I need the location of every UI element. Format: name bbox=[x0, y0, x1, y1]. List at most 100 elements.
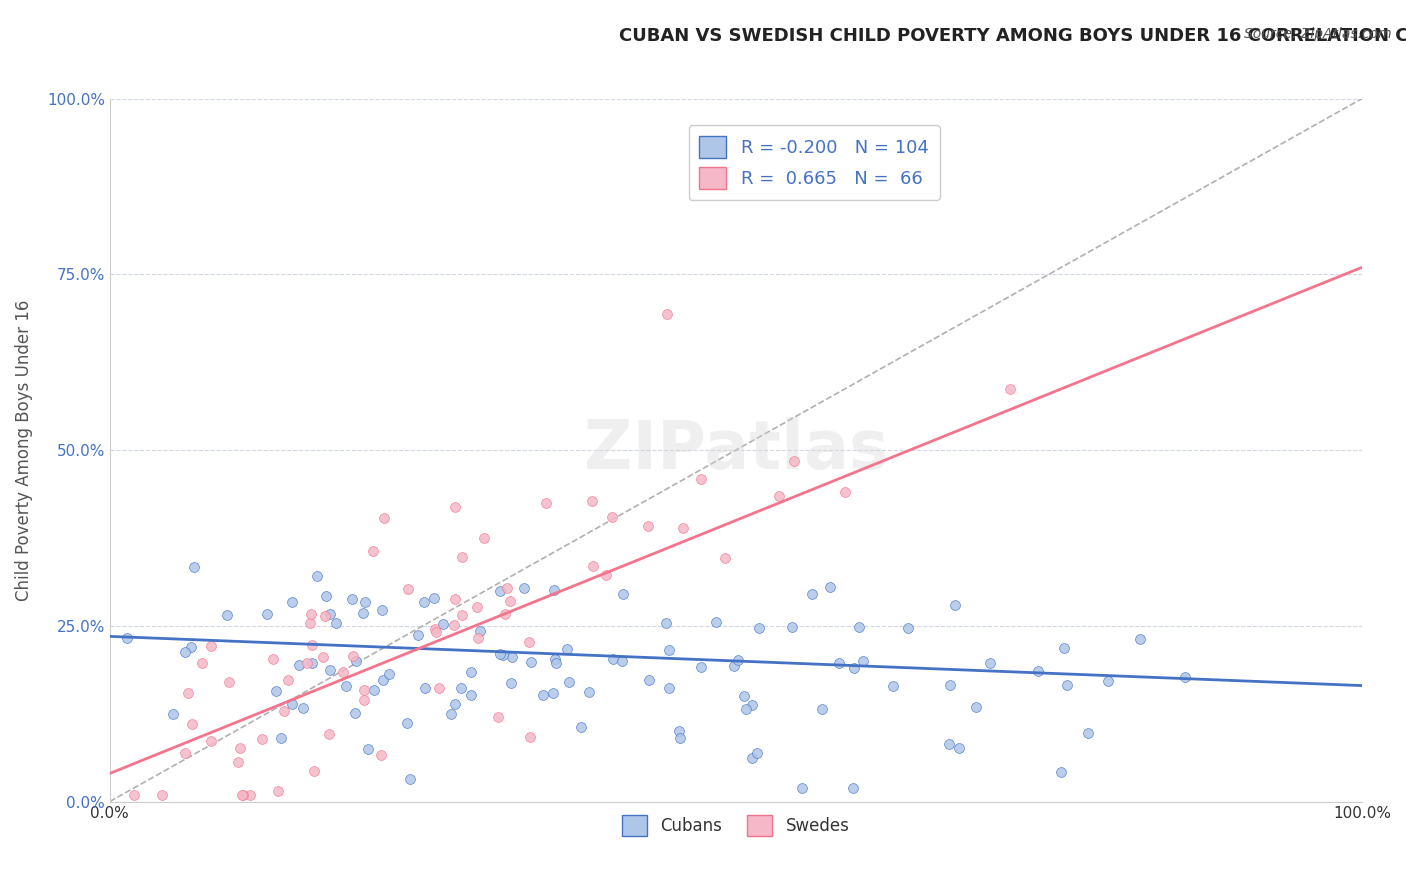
Point bbox=[342, 648, 364, 663]
Point bbox=[353, 693, 375, 707]
Point bbox=[256, 607, 278, 622]
Point bbox=[319, 607, 342, 621]
Point bbox=[173, 645, 195, 659]
Point bbox=[534, 496, 557, 510]
Point bbox=[602, 652, 624, 666]
Point bbox=[422, 591, 444, 605]
Point bbox=[658, 643, 681, 657]
Point bbox=[373, 511, 395, 525]
Point bbox=[723, 659, 745, 673]
Point bbox=[406, 628, 429, 642]
Point bbox=[307, 569, 329, 583]
Point bbox=[443, 500, 465, 514]
Point bbox=[655, 615, 678, 630]
Point bbox=[357, 742, 380, 756]
Point bbox=[668, 724, 690, 739]
Point bbox=[734, 701, 756, 715]
Point bbox=[741, 751, 763, 765]
Point bbox=[298, 615, 321, 630]
Point bbox=[444, 591, 467, 606]
Point bbox=[470, 624, 492, 639]
Point bbox=[558, 675, 581, 690]
Point bbox=[1056, 678, 1078, 692]
Legend: Cubans, Swedes: Cubans, Swedes bbox=[616, 809, 856, 842]
Point bbox=[748, 621, 770, 635]
Point bbox=[460, 665, 482, 679]
Point bbox=[520, 655, 543, 669]
Point bbox=[792, 780, 814, 795]
Point bbox=[371, 673, 394, 687]
Point bbox=[181, 717, 204, 731]
Point bbox=[998, 382, 1021, 396]
Point bbox=[841, 780, 863, 795]
Point bbox=[335, 679, 357, 693]
Point bbox=[423, 622, 446, 636]
Point bbox=[231, 788, 253, 802]
Point bbox=[425, 625, 447, 640]
Point bbox=[704, 615, 727, 630]
Text: Source: ZipAtlas.com: Source: ZipAtlas.com bbox=[1244, 27, 1392, 41]
Point bbox=[495, 607, 517, 621]
Text: ZIPatlas: ZIPatlas bbox=[583, 417, 889, 483]
Point bbox=[637, 673, 659, 688]
Point bbox=[768, 489, 790, 503]
Point bbox=[834, 485, 856, 500]
Point bbox=[555, 641, 578, 656]
Point bbox=[612, 587, 634, 601]
Point bbox=[467, 632, 489, 646]
Point bbox=[811, 702, 834, 716]
Point bbox=[412, 595, 434, 609]
Point bbox=[543, 582, 565, 597]
Point bbox=[655, 307, 678, 321]
Point bbox=[501, 649, 523, 664]
Point bbox=[325, 615, 347, 630]
Point bbox=[783, 454, 806, 468]
Point bbox=[741, 698, 763, 712]
Point bbox=[332, 665, 354, 680]
Point bbox=[191, 656, 214, 670]
Point bbox=[979, 656, 1001, 670]
Point bbox=[363, 682, 385, 697]
Point bbox=[291, 700, 314, 714]
Point bbox=[499, 594, 522, 608]
Point bbox=[465, 600, 488, 615]
Point bbox=[344, 655, 367, 669]
Point bbox=[173, 747, 195, 761]
Point bbox=[378, 667, 401, 681]
Point bbox=[668, 731, 690, 746]
Point bbox=[1077, 725, 1099, 739]
Point bbox=[315, 590, 337, 604]
Point bbox=[273, 704, 295, 718]
Point bbox=[460, 688, 482, 702]
Point bbox=[519, 730, 541, 744]
Point bbox=[228, 741, 250, 756]
Point bbox=[450, 607, 472, 622]
Point bbox=[1049, 764, 1071, 779]
Point bbox=[848, 620, 870, 634]
Point bbox=[288, 658, 311, 673]
Point bbox=[657, 681, 679, 696]
Point bbox=[443, 697, 465, 711]
Point bbox=[162, 706, 184, 721]
Point bbox=[318, 727, 340, 741]
Point bbox=[939, 678, 962, 692]
Point bbox=[581, 493, 603, 508]
Point bbox=[690, 660, 713, 674]
Point bbox=[780, 620, 803, 634]
Point bbox=[215, 607, 238, 622]
Point bbox=[450, 681, 472, 695]
Y-axis label: Child Poverty Among Boys Under 16: Child Poverty Among Boys Under 16 bbox=[15, 300, 32, 601]
Point bbox=[727, 652, 749, 666]
Point bbox=[277, 673, 299, 688]
Point bbox=[882, 679, 904, 693]
Point bbox=[489, 647, 512, 661]
Point bbox=[361, 544, 384, 558]
Point bbox=[578, 685, 600, 699]
Point bbox=[733, 689, 755, 703]
Point bbox=[150, 788, 173, 802]
Point bbox=[281, 697, 304, 711]
Point bbox=[398, 772, 420, 786]
Point bbox=[610, 654, 633, 668]
Point bbox=[370, 747, 392, 762]
Point bbox=[1053, 640, 1076, 655]
